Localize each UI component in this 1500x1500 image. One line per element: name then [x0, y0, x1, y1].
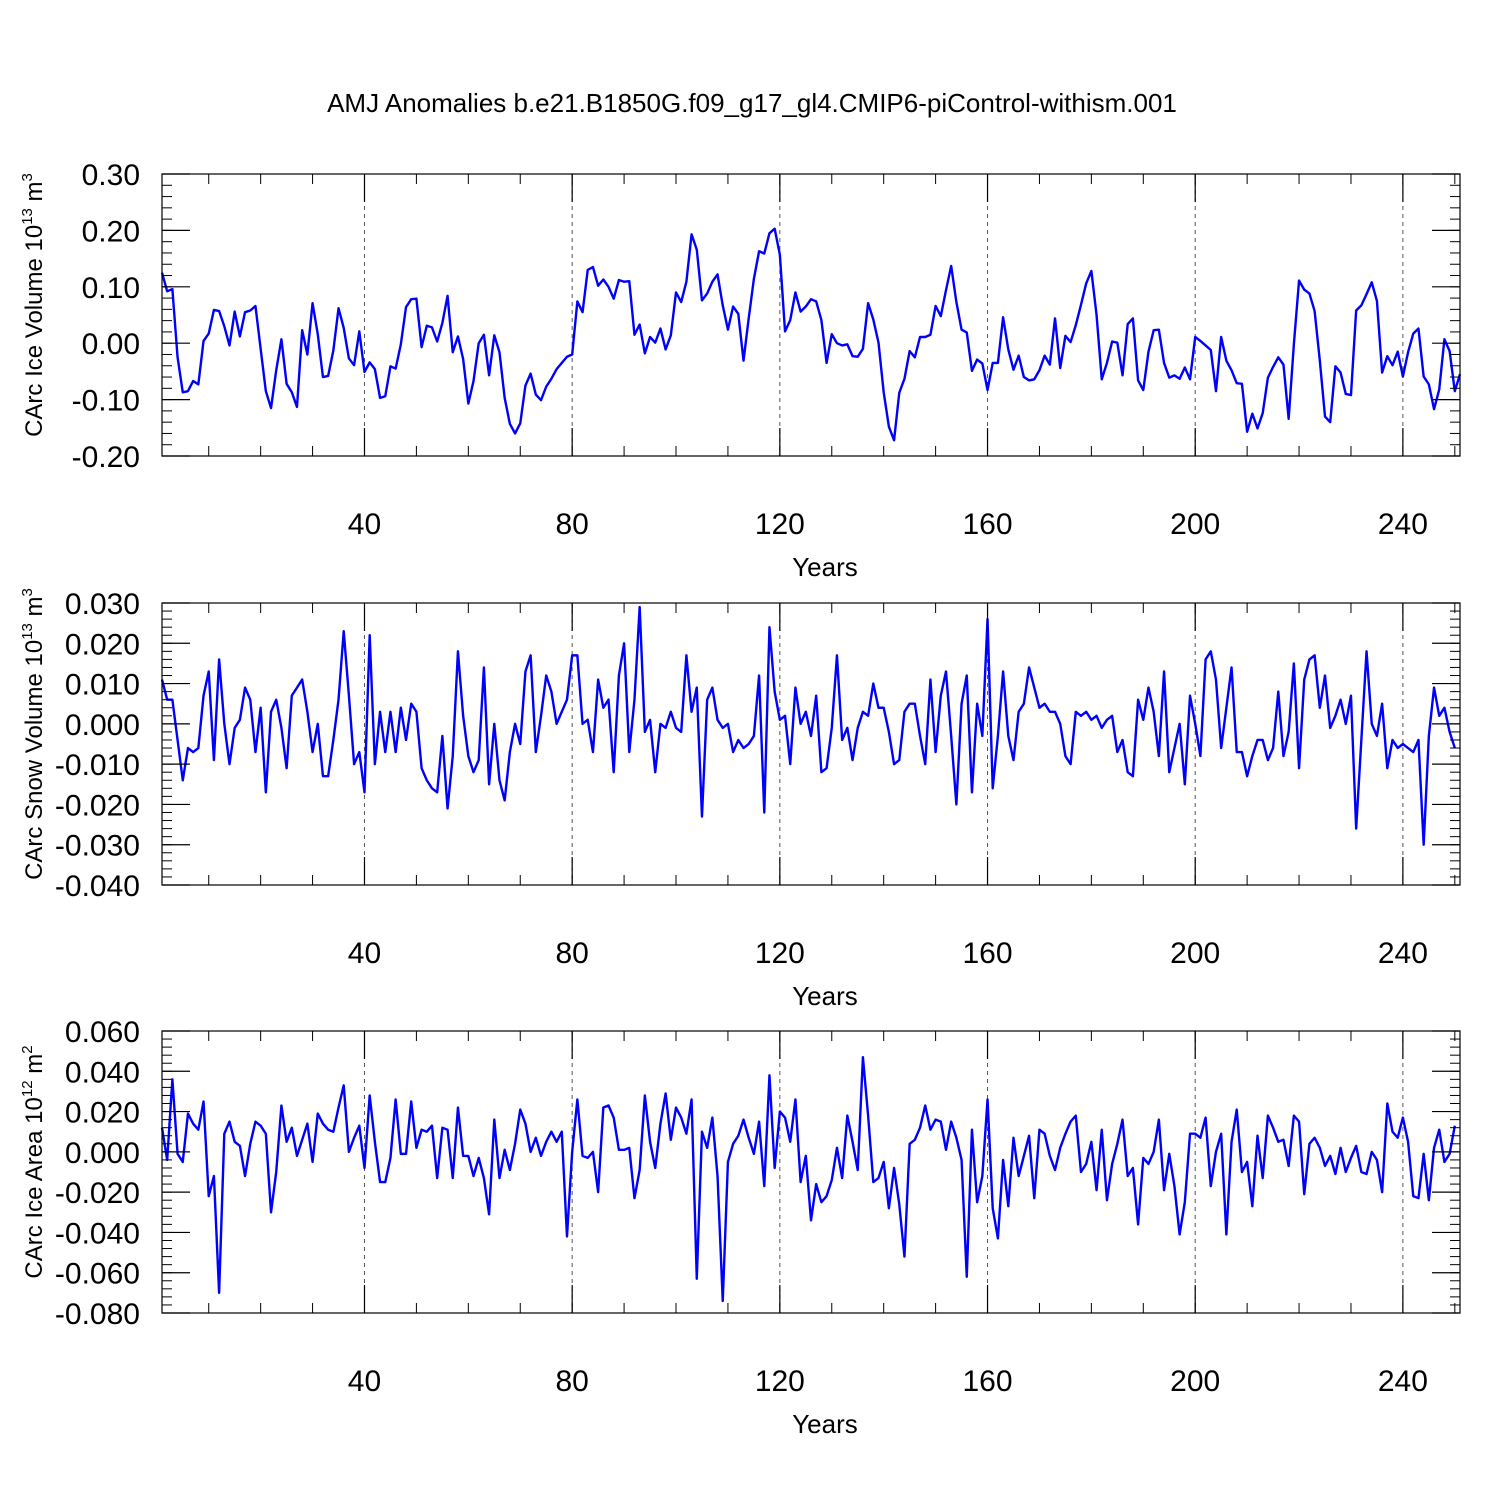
y-tick-label: -0.040 [55, 870, 140, 903]
x-tick-label: 80 [555, 1365, 588, 1398]
y-label-exponent: 13 [19, 623, 36, 640]
y-tick-label: 0.030 [65, 588, 140, 621]
x-tick-label: 120 [755, 508, 805, 541]
plot-frame [161, 1030, 1461, 1314]
y-tick-label: -0.10 [72, 385, 140, 418]
y-tick-label: -0.020 [55, 1177, 140, 1210]
y-tick-label: 0.000 [65, 709, 140, 742]
x-axis-label: Years [792, 1409, 858, 1439]
chart-panel-ice-area: -0.080 -0.060 -0.040 -0.020 0.000 0.020 0.040 0… [19, 1016, 1461, 1439]
y-label-text: CArc Snow Volume 10 [21, 640, 48, 880]
y-label-exponent: 12 [19, 1080, 36, 1097]
x-axis-label: Years [792, 981, 858, 1011]
x-tick-label: 120 [755, 937, 805, 970]
y-tick-label: 0.000 [65, 1137, 140, 1170]
y-tick-label: -0.20 [72, 441, 140, 474]
y-label-exponent: 3 [19, 588, 36, 596]
y-tick-label: 0.20 [82, 215, 140, 248]
series-line [160, 605, 1456, 846]
x-tick-label: 80 [555, 508, 588, 541]
y-tick-label: 0.00 [82, 328, 140, 361]
x-tick-label: 240 [1378, 508, 1428, 541]
x-tick-label: 40 [348, 937, 381, 970]
x-tick-label: 40 [348, 1365, 381, 1398]
y-label-exponent: 3 [19, 173, 36, 181]
y-tick-label: -0.080 [55, 1298, 140, 1331]
y-tick-label: -0.020 [55, 789, 140, 822]
y-tick-label: -0.060 [55, 1258, 140, 1291]
x-tick-label: 160 [962, 508, 1012, 541]
x-tick-label: 80 [555, 937, 588, 970]
y-tick-label: 0.10 [82, 272, 140, 305]
x-tick-label: 160 [962, 937, 1012, 970]
y-label-exponent: 2 [19, 1045, 36, 1053]
x-tick-label: 240 [1378, 1365, 1428, 1398]
x-tick-label: 40 [348, 508, 381, 541]
chart-panel-snow-volume: -0.040 -0.030 -0.020 -0.010 0.000 0.010 0.020 0… [19, 588, 1461, 1011]
y-tick-label: 0.060 [65, 1016, 140, 1049]
y-axis-label: CArc Snow Volume 1013 m3 [19, 588, 48, 880]
y-label-text: CArc Ice Volume 10 [21, 225, 48, 437]
y-axis-label: CArc Ice Area 1012 m2 [19, 1045, 48, 1278]
x-tick-label: 160 [962, 1365, 1012, 1398]
x-tick-label: 240 [1378, 937, 1428, 970]
x-tick-label: 120 [755, 1365, 805, 1398]
y-label-unit: m [21, 1054, 48, 1081]
y-tick-label: 0.30 [82, 159, 140, 192]
panels: -0.20 -0.10 0.00 0.10 0.20 0.30 40 80 120 160 200 2… [19, 159, 1462, 1439]
plot-frame [161, 173, 1461, 457]
y-tick-label: 0.020 [65, 628, 140, 661]
series-line [160, 227, 1462, 442]
figure-title: AMJ Anomalies b.e21.B1850G.f09_g17_gl4.C… [327, 88, 1177, 118]
x-tick-label: 200 [1170, 937, 1220, 970]
plot-frame [161, 602, 1461, 886]
y-axis-label: CArc Ice Volume 1013 m3 [19, 173, 48, 437]
y-label-unit: m [21, 181, 48, 208]
x-tick-label: 200 [1170, 508, 1220, 541]
y-tick-label: -0.030 [55, 830, 140, 863]
y-label-exponent: 13 [19, 208, 36, 225]
x-tick-label: 200 [1170, 1365, 1220, 1398]
y-tick-label: 0.020 [65, 1097, 140, 1130]
y-label-unit: m [21, 596, 48, 623]
x-axis-label: Years [792, 552, 858, 582]
series-line [160, 1055, 1456, 1303]
chart-panel-ice-volume: -0.20 -0.10 0.00 0.10 0.20 0.30 40 80 120 160 200 2… [19, 159, 1462, 582]
y-label-text: CArc Ice Area 10 [21, 1097, 48, 1278]
y-tick-label: 0.040 [65, 1056, 140, 1089]
y-tick-label: -0.010 [55, 749, 140, 782]
y-tick-label: -0.040 [55, 1217, 140, 1250]
y-tick-label: 0.010 [65, 669, 140, 702]
